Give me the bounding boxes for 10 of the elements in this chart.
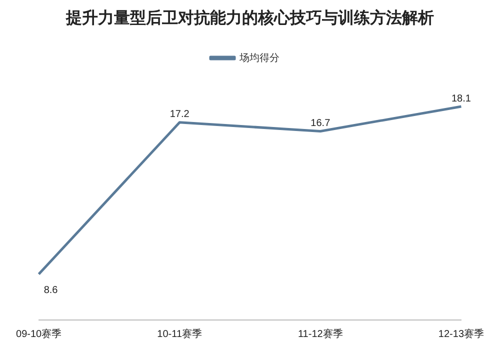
chart-title: 提升力量型后卫对抗能力的核心技巧与训练方法解析: [64, 8, 435, 29]
x-tick-label: 10-11赛季: [157, 328, 202, 340]
x-tick-label: 11-12赛季: [298, 328, 343, 340]
x-tick-label: 09-10赛季: [16, 328, 62, 340]
legend-label: 场均得分: [238, 52, 280, 64]
data-label: 17.2: [170, 109, 190, 120]
x-tick-label: 12-13赛季: [438, 328, 484, 340]
data-label: 18.1: [451, 93, 472, 104]
data-label: 16.7: [310, 118, 331, 129]
data-label: 8.6: [44, 284, 58, 296]
